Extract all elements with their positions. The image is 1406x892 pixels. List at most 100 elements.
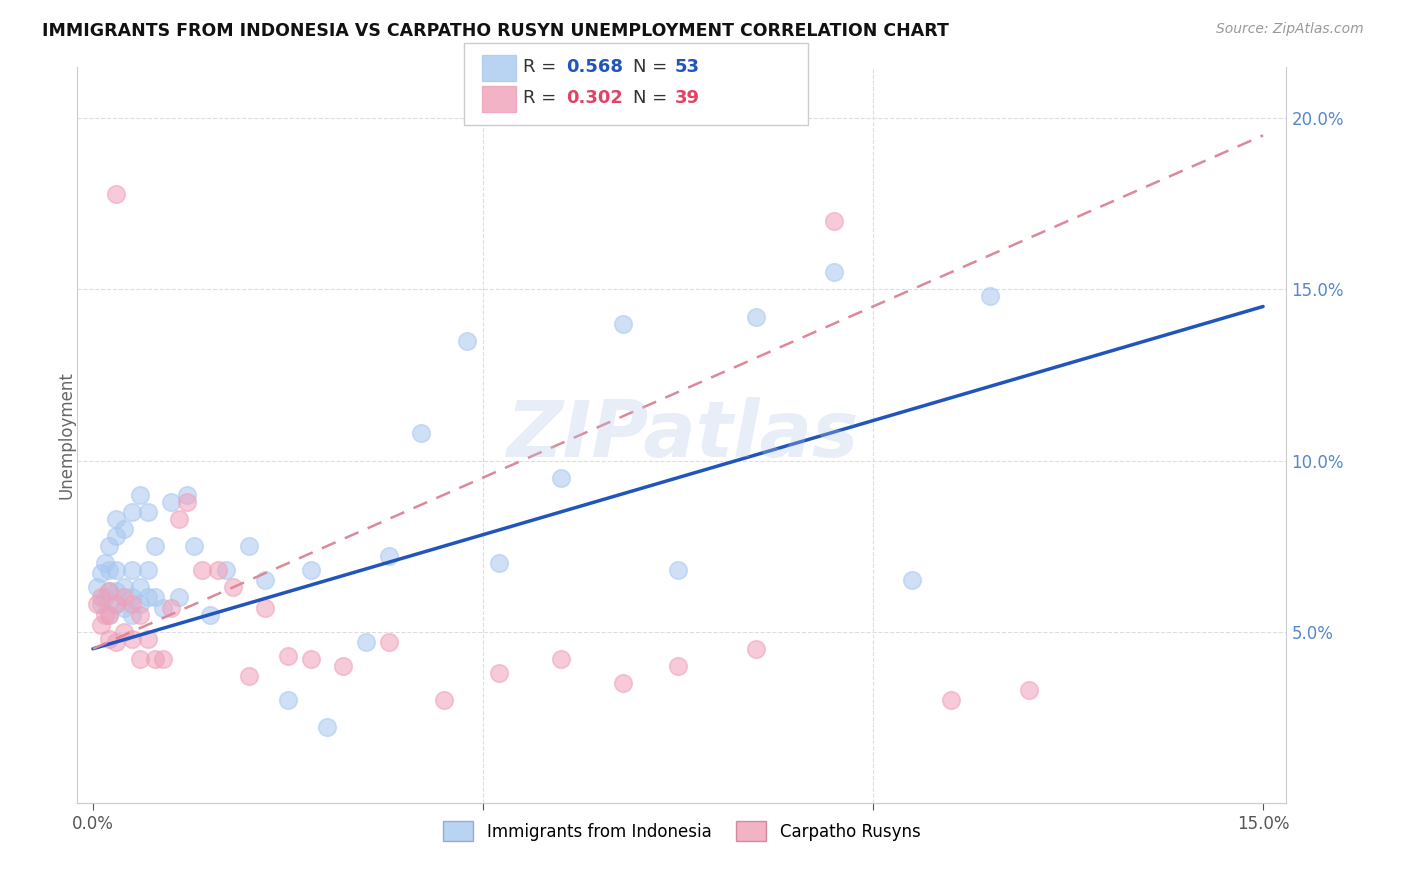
Point bbox=[128, 652, 150, 666]
Point bbox=[354, 635, 377, 649]
Point bbox=[105, 563, 128, 577]
Point bbox=[612, 317, 634, 331]
Point bbox=[105, 597, 128, 611]
Point bbox=[1018, 682, 1040, 697]
Point bbox=[160, 494, 183, 508]
Point bbox=[160, 600, 183, 615]
Y-axis label: Unemployment: Unemployment bbox=[58, 371, 75, 499]
Point bbox=[378, 635, 401, 649]
Point bbox=[136, 505, 159, 519]
Point bbox=[176, 494, 198, 508]
Point bbox=[176, 488, 198, 502]
Text: R =: R = bbox=[523, 89, 562, 107]
Point bbox=[121, 505, 143, 519]
Point bbox=[90, 591, 112, 605]
Point bbox=[121, 591, 143, 605]
Point bbox=[121, 607, 143, 622]
Point bbox=[121, 632, 143, 646]
Point bbox=[152, 600, 174, 615]
Point bbox=[90, 597, 112, 611]
Point bbox=[112, 522, 135, 536]
Point bbox=[332, 659, 354, 673]
Point bbox=[456, 334, 478, 348]
Point bbox=[97, 583, 120, 598]
Legend: Immigrants from Indonesia, Carpatho Rusyns: Immigrants from Indonesia, Carpatho Rusy… bbox=[434, 813, 929, 850]
Text: N =: N = bbox=[633, 89, 672, 107]
Point bbox=[97, 563, 120, 577]
Point bbox=[488, 665, 510, 680]
Point bbox=[550, 470, 572, 484]
Point bbox=[105, 512, 128, 526]
Point bbox=[128, 597, 150, 611]
Point bbox=[143, 539, 166, 553]
Point bbox=[143, 652, 166, 666]
Text: 0.302: 0.302 bbox=[567, 89, 623, 107]
Point bbox=[105, 529, 128, 543]
Point bbox=[277, 693, 299, 707]
Point bbox=[299, 652, 322, 666]
Point bbox=[105, 583, 128, 598]
Point bbox=[167, 591, 190, 605]
Point bbox=[612, 676, 634, 690]
Point bbox=[253, 574, 276, 588]
Text: 39: 39 bbox=[675, 89, 700, 107]
Point bbox=[433, 693, 456, 707]
Point bbox=[112, 624, 135, 639]
Point bbox=[97, 632, 120, 646]
Point bbox=[128, 580, 150, 594]
Point bbox=[121, 563, 143, 577]
Point bbox=[105, 186, 128, 201]
Point bbox=[90, 566, 112, 581]
Point bbox=[745, 641, 768, 656]
Point bbox=[409, 426, 432, 441]
Point bbox=[666, 563, 689, 577]
Point bbox=[152, 652, 174, 666]
Text: 0.568: 0.568 bbox=[567, 58, 624, 76]
Point bbox=[191, 563, 214, 577]
Text: N =: N = bbox=[633, 58, 672, 76]
Point bbox=[183, 539, 205, 553]
Point bbox=[93, 607, 115, 622]
Point bbox=[112, 580, 135, 594]
Point bbox=[112, 591, 135, 605]
Point bbox=[277, 648, 299, 663]
Point bbox=[105, 635, 128, 649]
Point bbox=[97, 607, 120, 622]
Point bbox=[550, 652, 572, 666]
Text: IMMIGRANTS FROM INDONESIA VS CARPATHO RUSYN UNEMPLOYMENT CORRELATION CHART: IMMIGRANTS FROM INDONESIA VS CARPATHO RU… bbox=[42, 22, 949, 40]
Point bbox=[105, 597, 128, 611]
Point bbox=[823, 265, 845, 279]
Point bbox=[167, 512, 190, 526]
Point bbox=[207, 563, 229, 577]
Point bbox=[299, 563, 322, 577]
Point bbox=[136, 632, 159, 646]
Point bbox=[823, 214, 845, 228]
Point bbox=[97, 539, 120, 553]
Point bbox=[93, 591, 115, 605]
Text: Source: ZipAtlas.com: Source: ZipAtlas.com bbox=[1216, 22, 1364, 37]
Point bbox=[198, 607, 221, 622]
Point bbox=[97, 607, 120, 622]
Point bbox=[253, 600, 276, 615]
Point bbox=[97, 583, 120, 598]
Point bbox=[378, 549, 401, 564]
Point bbox=[128, 607, 150, 622]
Point bbox=[488, 556, 510, 570]
Point bbox=[979, 289, 1001, 303]
Point bbox=[939, 693, 962, 707]
Point bbox=[93, 556, 115, 570]
Point bbox=[136, 591, 159, 605]
Point bbox=[86, 580, 108, 594]
Point bbox=[136, 563, 159, 577]
Point bbox=[86, 597, 108, 611]
Text: ZIPatlas: ZIPatlas bbox=[506, 397, 858, 473]
Point bbox=[238, 539, 260, 553]
Point bbox=[238, 669, 260, 683]
Point bbox=[666, 659, 689, 673]
Point bbox=[214, 563, 236, 577]
Point bbox=[90, 617, 112, 632]
Point bbox=[121, 597, 143, 611]
Point bbox=[143, 591, 166, 605]
Point bbox=[222, 580, 245, 594]
Point bbox=[745, 310, 768, 324]
